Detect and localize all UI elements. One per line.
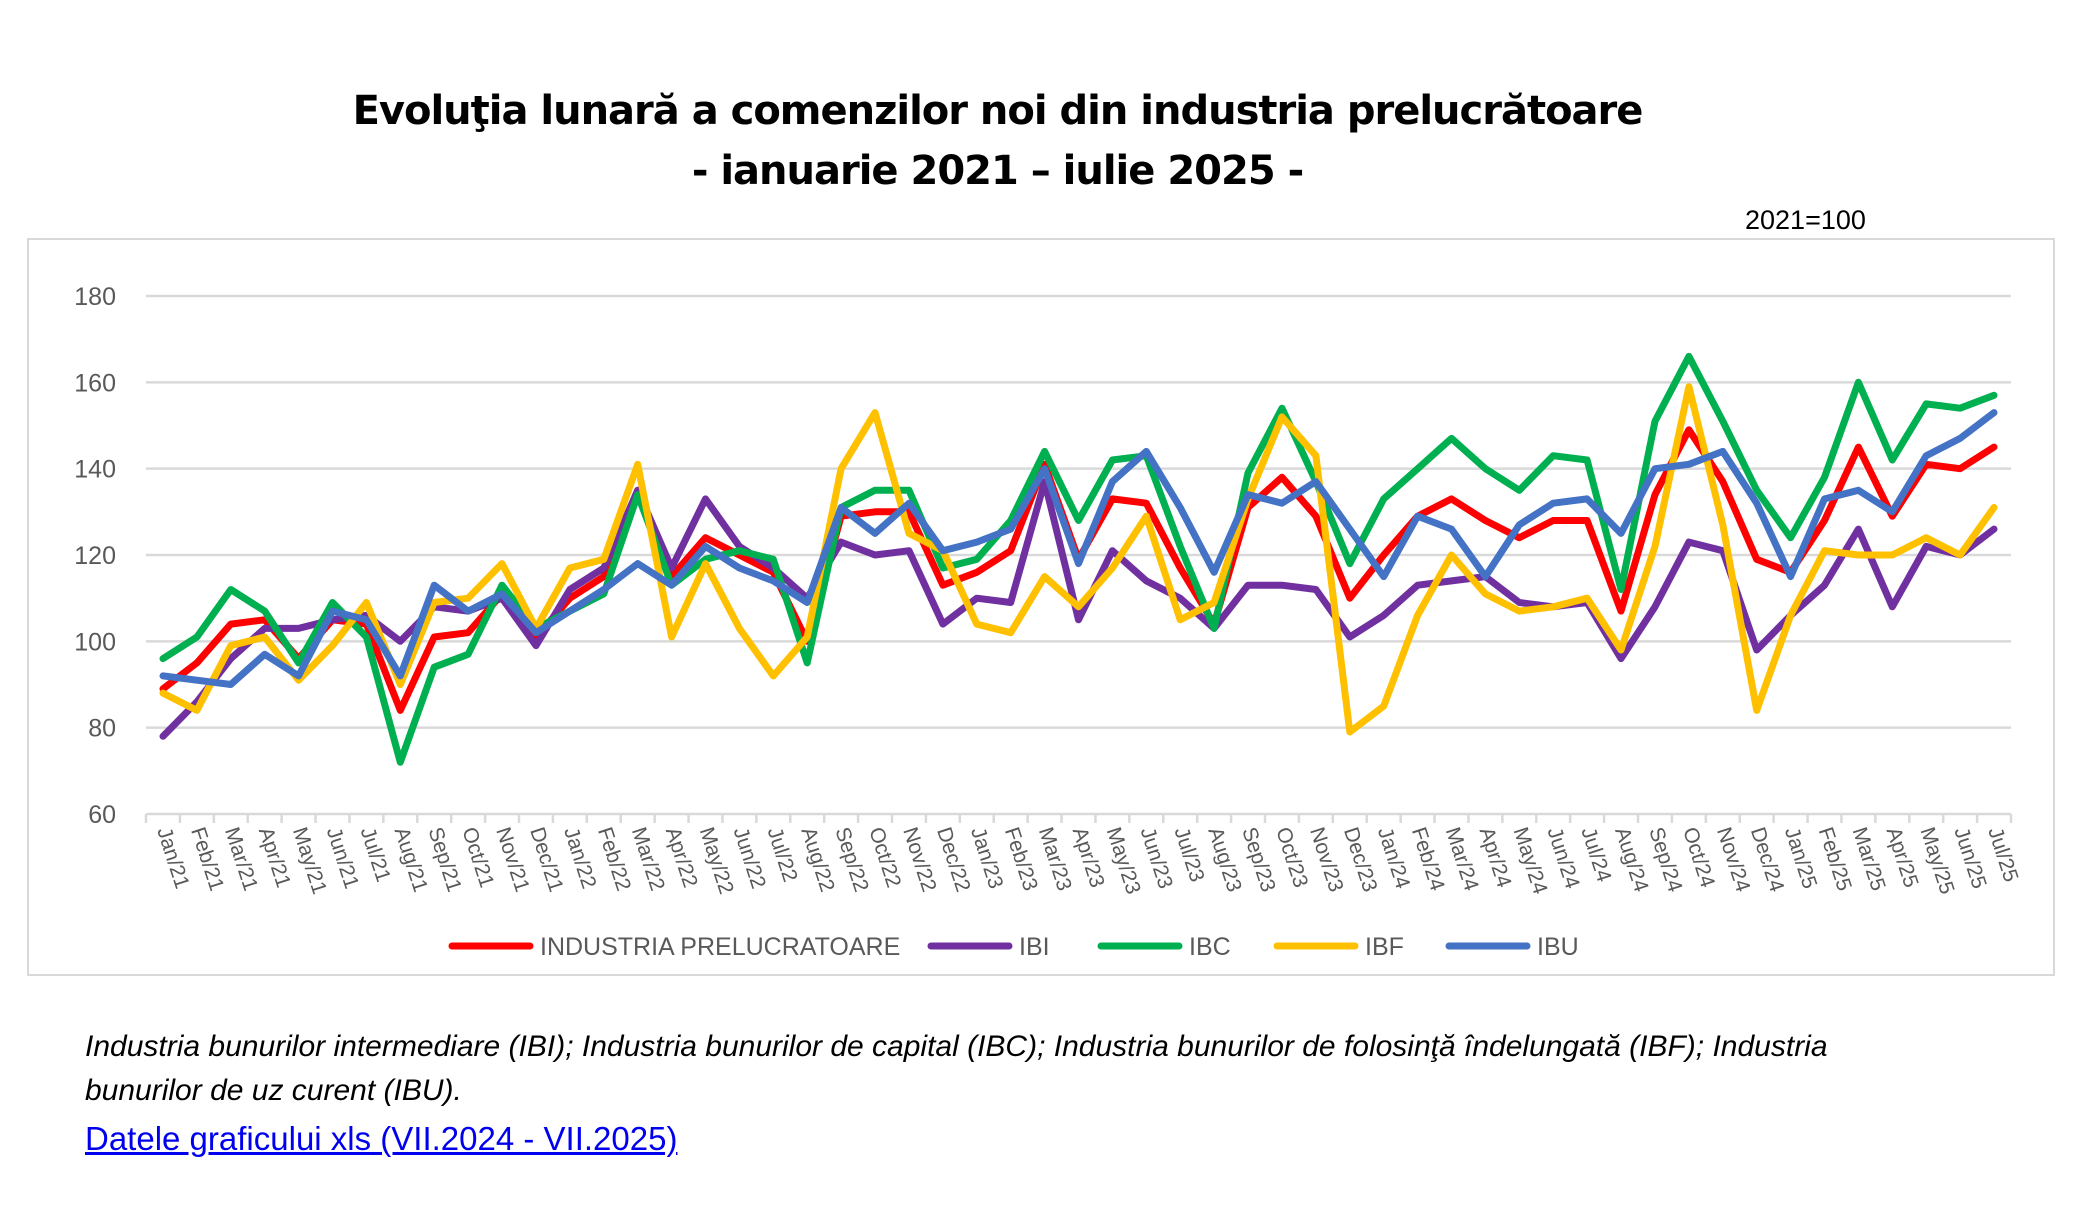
series-line-ibc	[159, 352, 1998, 766]
footnote-line-2: bunurilor de uz curent (IBU).	[85, 1074, 462, 1107]
series-line-ibu	[159, 409, 1998, 688]
x-tick-label: Jul/22	[763, 824, 802, 884]
footnote-line-1: Industria bunurilor intermediare (IBI); …	[85, 1030, 1828, 1063]
y-tick-label: 140	[74, 456, 116, 484]
y-tick-label: 100	[74, 628, 116, 656]
legend-label: IBC	[1189, 933, 1231, 961]
x-tick-label: Jul/25	[1983, 824, 2022, 884]
base-year-note: 2021=100	[1745, 205, 1866, 235]
y-tick-label: 80	[88, 715, 116, 743]
chart-area: 60 80 100 120 140 160 180 Jan/21 Feb/21 Mar/21 Apr…	[27, 238, 2055, 976]
y-tick-label: 180	[74, 283, 116, 311]
legend-label: INDUSTRIA PRELUCRATOARE	[540, 933, 900, 961]
chart-title: Evoluţia lunară a comenzilor noi din ind…	[352, 88, 1644, 134]
chart-data-xls-link[interactable]: Datele graficului xls (VII.2024 - VII.20…	[85, 1120, 678, 1157]
x-tick-label: Jul/23	[1169, 824, 1208, 884]
chart-subtitle: - ianuarie 2021 – iulie 2025 -	[691, 148, 1304, 194]
x-tick-label: Jul/21	[356, 824, 395, 884]
y-tick-label: 160	[74, 369, 116, 397]
legend-label: IBU	[1537, 933, 1579, 961]
y-tick-label: 60	[88, 801, 116, 829]
y-tick-label: 120	[74, 542, 116, 570]
legend-label: IBI	[1019, 933, 1050, 961]
series-line-ibf	[159, 383, 1998, 736]
legend-label: IBF	[1365, 933, 1404, 961]
x-tick-label: Jul/24	[1576, 824, 1615, 885]
line-chart: 6080100120140160180Jan/21Feb/21Mar/21Apr…	[74, 283, 2022, 961]
